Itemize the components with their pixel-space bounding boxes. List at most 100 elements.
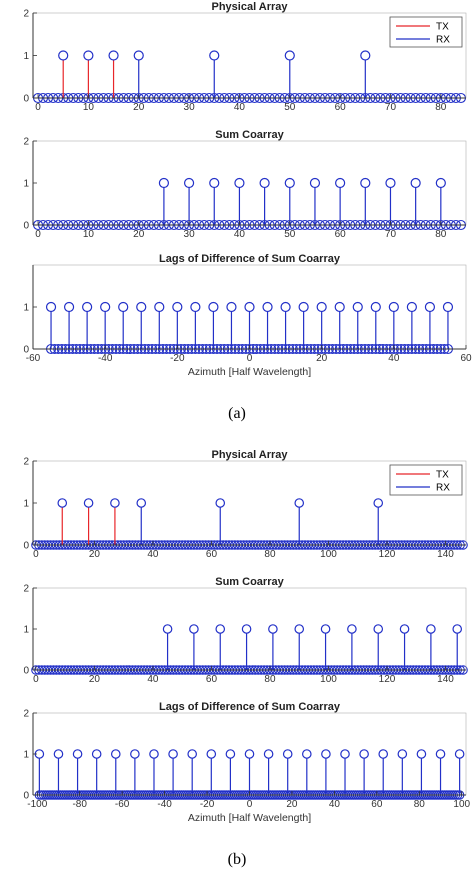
marker-35: [209, 50, 220, 61]
marker--45: [149, 749, 159, 759]
y-tick-label-1: 1: [23, 303, 29, 314]
marker-144: [452, 624, 463, 634]
marker--30: [136, 301, 147, 313]
y-tick-label-1: 1: [23, 750, 29, 761]
marker-18: [83, 498, 94, 508]
series-0: [34, 749, 465, 795]
x-tick-label--20: -20: [200, 799, 215, 810]
chart-lags-difference-b: Lags of Difference of Sum Coarray -100 -80…: [23, 701, 470, 824]
marker-25: [158, 177, 170, 189]
legend-label-tx: TX: [436, 22, 449, 33]
y-tick-label-2: 2: [23, 9, 29, 20]
marker-10: [83, 50, 94, 61]
x-tick-label--60: -60: [115, 799, 130, 810]
marker--50: [63, 301, 75, 313]
marker--54: [130, 749, 140, 759]
y-tick-label-2: 2: [23, 137, 29, 148]
marker-80: [435, 177, 446, 189]
x-tick-label-60: 60: [335, 102, 347, 113]
x-tick-label--80: -80: [72, 799, 87, 810]
axes-box: [32, 140, 467, 226]
x-tick-label-0: 0: [33, 674, 39, 685]
x-tick-label-20: 20: [89, 549, 101, 560]
x-tick-label-40: 40: [329, 799, 341, 810]
marker--25: [154, 301, 165, 313]
marker-117: [373, 498, 384, 508]
x-tick-label--40: -40: [98, 353, 113, 364]
marker--63: [110, 749, 121, 759]
x-tick-label-140: 140: [437, 549, 454, 560]
chart-lags-difference-a: Lags of Difference of Sum Coarray -60 -40 -…: [23, 253, 472, 378]
marker--55: [45, 301, 57, 313]
marker-55: [442, 301, 454, 313]
y-tick-label-1: 1: [23, 51, 29, 62]
series-0: [158, 177, 446, 225]
x-tick-label-60: 60: [206, 674, 218, 685]
chart-physical-array-a: Physical Array 0 10 20 30 40 50 60 70 80 0 1 2 TX RX: [23, 1, 467, 113]
x-tick-label-40: 40: [147, 674, 159, 685]
marker-27: [302, 749, 312, 759]
marker-50: [424, 301, 436, 313]
marker-40: [388, 301, 399, 313]
chart-title: Physical Array: [211, 449, 288, 461]
axes-box: [32, 587, 467, 671]
marker-54: [189, 624, 199, 634]
x-tick-label-20: 20: [89, 674, 101, 685]
x-tick-label-60: 60: [206, 549, 218, 560]
x-tick-label-50: 50: [284, 229, 296, 240]
series-tx: [58, 50, 119, 98]
x-tick-label-120: 120: [379, 674, 396, 685]
y-tick-label-2: 2: [23, 584, 29, 595]
series-rx: [136, 498, 384, 545]
legend: TX RX: [389, 16, 463, 48]
chart-sum-coarray-b: Sum Coarray 0 20 40 60 80 100 120 140 0 1 2: [23, 576, 468, 685]
marker-60: [335, 177, 346, 189]
y-tick-label-1: 1: [23, 179, 29, 190]
marker-5: [262, 301, 273, 313]
x-tick-label--40: -40: [157, 799, 172, 810]
chart-physical-array-b: Physical Array 0 20 40 60 80 100 120 140 0 1 2 TX RX: [23, 449, 468, 560]
x-tick-label-120: 120: [379, 549, 396, 560]
x-tick-label--60: -60: [26, 353, 41, 364]
marker--5: [226, 301, 237, 313]
series-0: [162, 624, 463, 670]
marker-20: [316, 301, 327, 313]
marker-65: [360, 50, 371, 61]
x-tick-label-80: 80: [264, 549, 276, 560]
x-tick-label-60: 60: [371, 799, 383, 810]
marker-108: [347, 624, 357, 634]
marker-63: [378, 749, 389, 759]
marker-90: [294, 498, 305, 508]
x-tick-label-0: 0: [247, 353, 253, 364]
marker-99: [454, 749, 465, 759]
chart-title: Sum Coarray: [215, 576, 284, 588]
marker-20: [133, 50, 144, 61]
marker-135: [426, 624, 436, 634]
marker--36: [168, 749, 178, 759]
y-tick-label-2: 2: [23, 457, 29, 468]
marker--45: [82, 301, 93, 313]
x-tick-label-0: 0: [35, 102, 41, 113]
x-tick-label-20: 20: [286, 799, 298, 810]
legend: TX RX: [389, 464, 463, 496]
marker--90: [53, 749, 64, 759]
marker-36: [321, 749, 331, 759]
marker-50: [284, 177, 295, 189]
x-tick-label-60: 60: [335, 229, 347, 240]
x-tick-label-20: 20: [133, 229, 145, 240]
marker-0: [244, 749, 255, 759]
x-tick-label-0: 0: [35, 229, 41, 240]
marker--20: [172, 301, 183, 313]
x-tick-label-80: 80: [435, 102, 447, 113]
series-rx: [133, 50, 371, 98]
marker--40: [100, 301, 111, 313]
marker-55: [309, 177, 321, 189]
legend-label-tx: TX: [436, 470, 449, 481]
marker-99: [320, 624, 331, 634]
y-tick-label-0: 0: [23, 541, 29, 552]
y-tick-label-0: 0: [23, 221, 29, 232]
marker-18: [282, 749, 293, 759]
caption-b: (b): [228, 851, 247, 868]
x-tick-label-10: 10: [83, 102, 95, 113]
x-tick-label-70: 70: [385, 102, 397, 113]
